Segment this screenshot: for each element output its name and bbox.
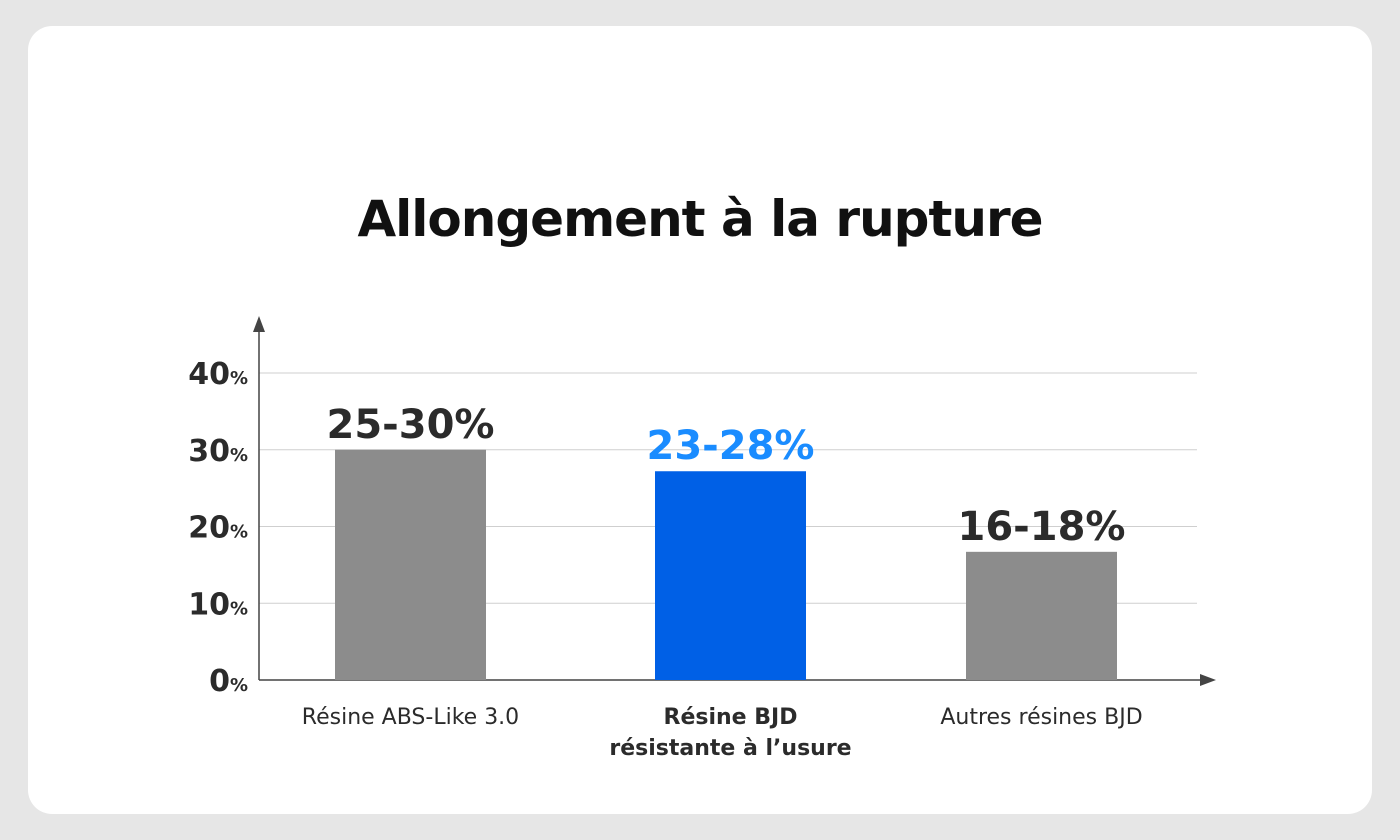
chart-card <box>28 26 1372 814</box>
bar <box>335 449 486 680</box>
y-tick-label: 0% <box>209 664 248 699</box>
bar <box>655 471 806 680</box>
data-label: 16-18% <box>957 504 1125 550</box>
y-tick-label: 30% <box>188 434 248 469</box>
y-tick-label: 10% <box>188 587 248 622</box>
x-tick-label: Résine ABS-Like 3.0 <box>302 705 519 730</box>
x-axis-arrow-icon <box>1200 674 1216 686</box>
chart-title: Allongement à la rupture <box>357 190 1043 248</box>
y-tick-label: 20% <box>188 511 248 546</box>
bar <box>966 551 1117 680</box>
data-label: 23-28% <box>646 423 814 469</box>
x-tick-label: Autres résines BJD <box>940 705 1142 730</box>
y-axis-arrow-icon <box>253 316 265 332</box>
y-tick-label: 40% <box>188 357 248 392</box>
x-tick-label: résistante à l’usure <box>609 736 851 761</box>
data-label: 25-30% <box>326 402 494 448</box>
x-tick-label: Résine BJD <box>664 705 798 730</box>
